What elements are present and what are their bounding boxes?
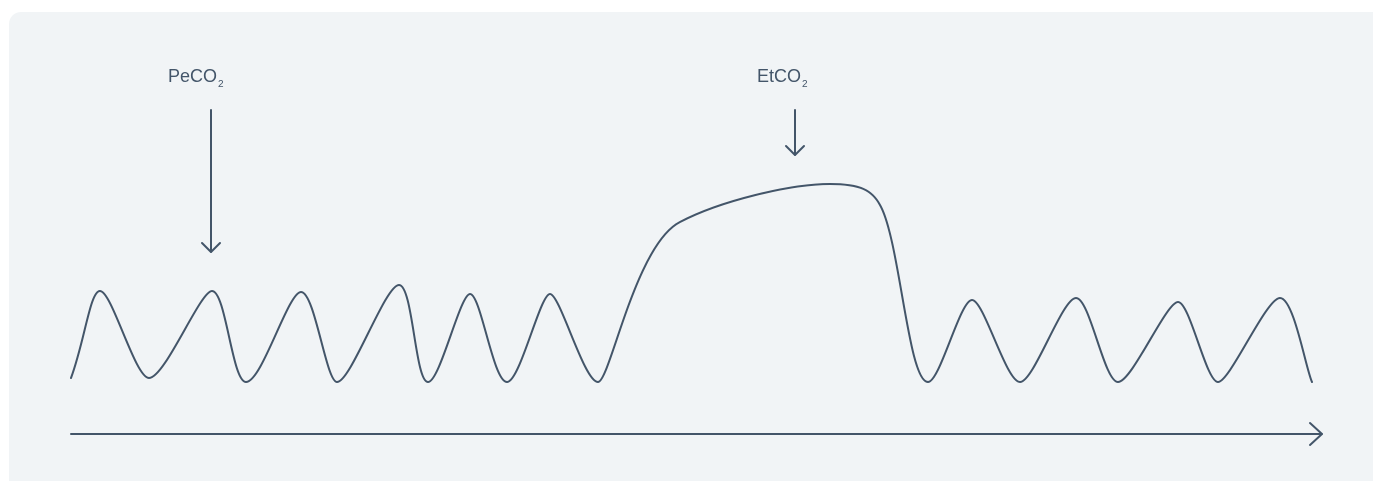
peco2-subscript: 2 <box>218 79 224 90</box>
etco2-arrow-head <box>785 145 805 156</box>
etco2-label: EtCO2 <box>757 66 808 90</box>
peco2-arrow-head <box>201 242 221 253</box>
diagram-panel <box>9 12 1373 481</box>
time-axis-arrowhead <box>1309 422 1323 446</box>
etco2-subscript: 2 <box>802 79 808 90</box>
co2-waveform <box>70 183 1313 383</box>
peco2-label: PeCO2 <box>168 66 224 90</box>
